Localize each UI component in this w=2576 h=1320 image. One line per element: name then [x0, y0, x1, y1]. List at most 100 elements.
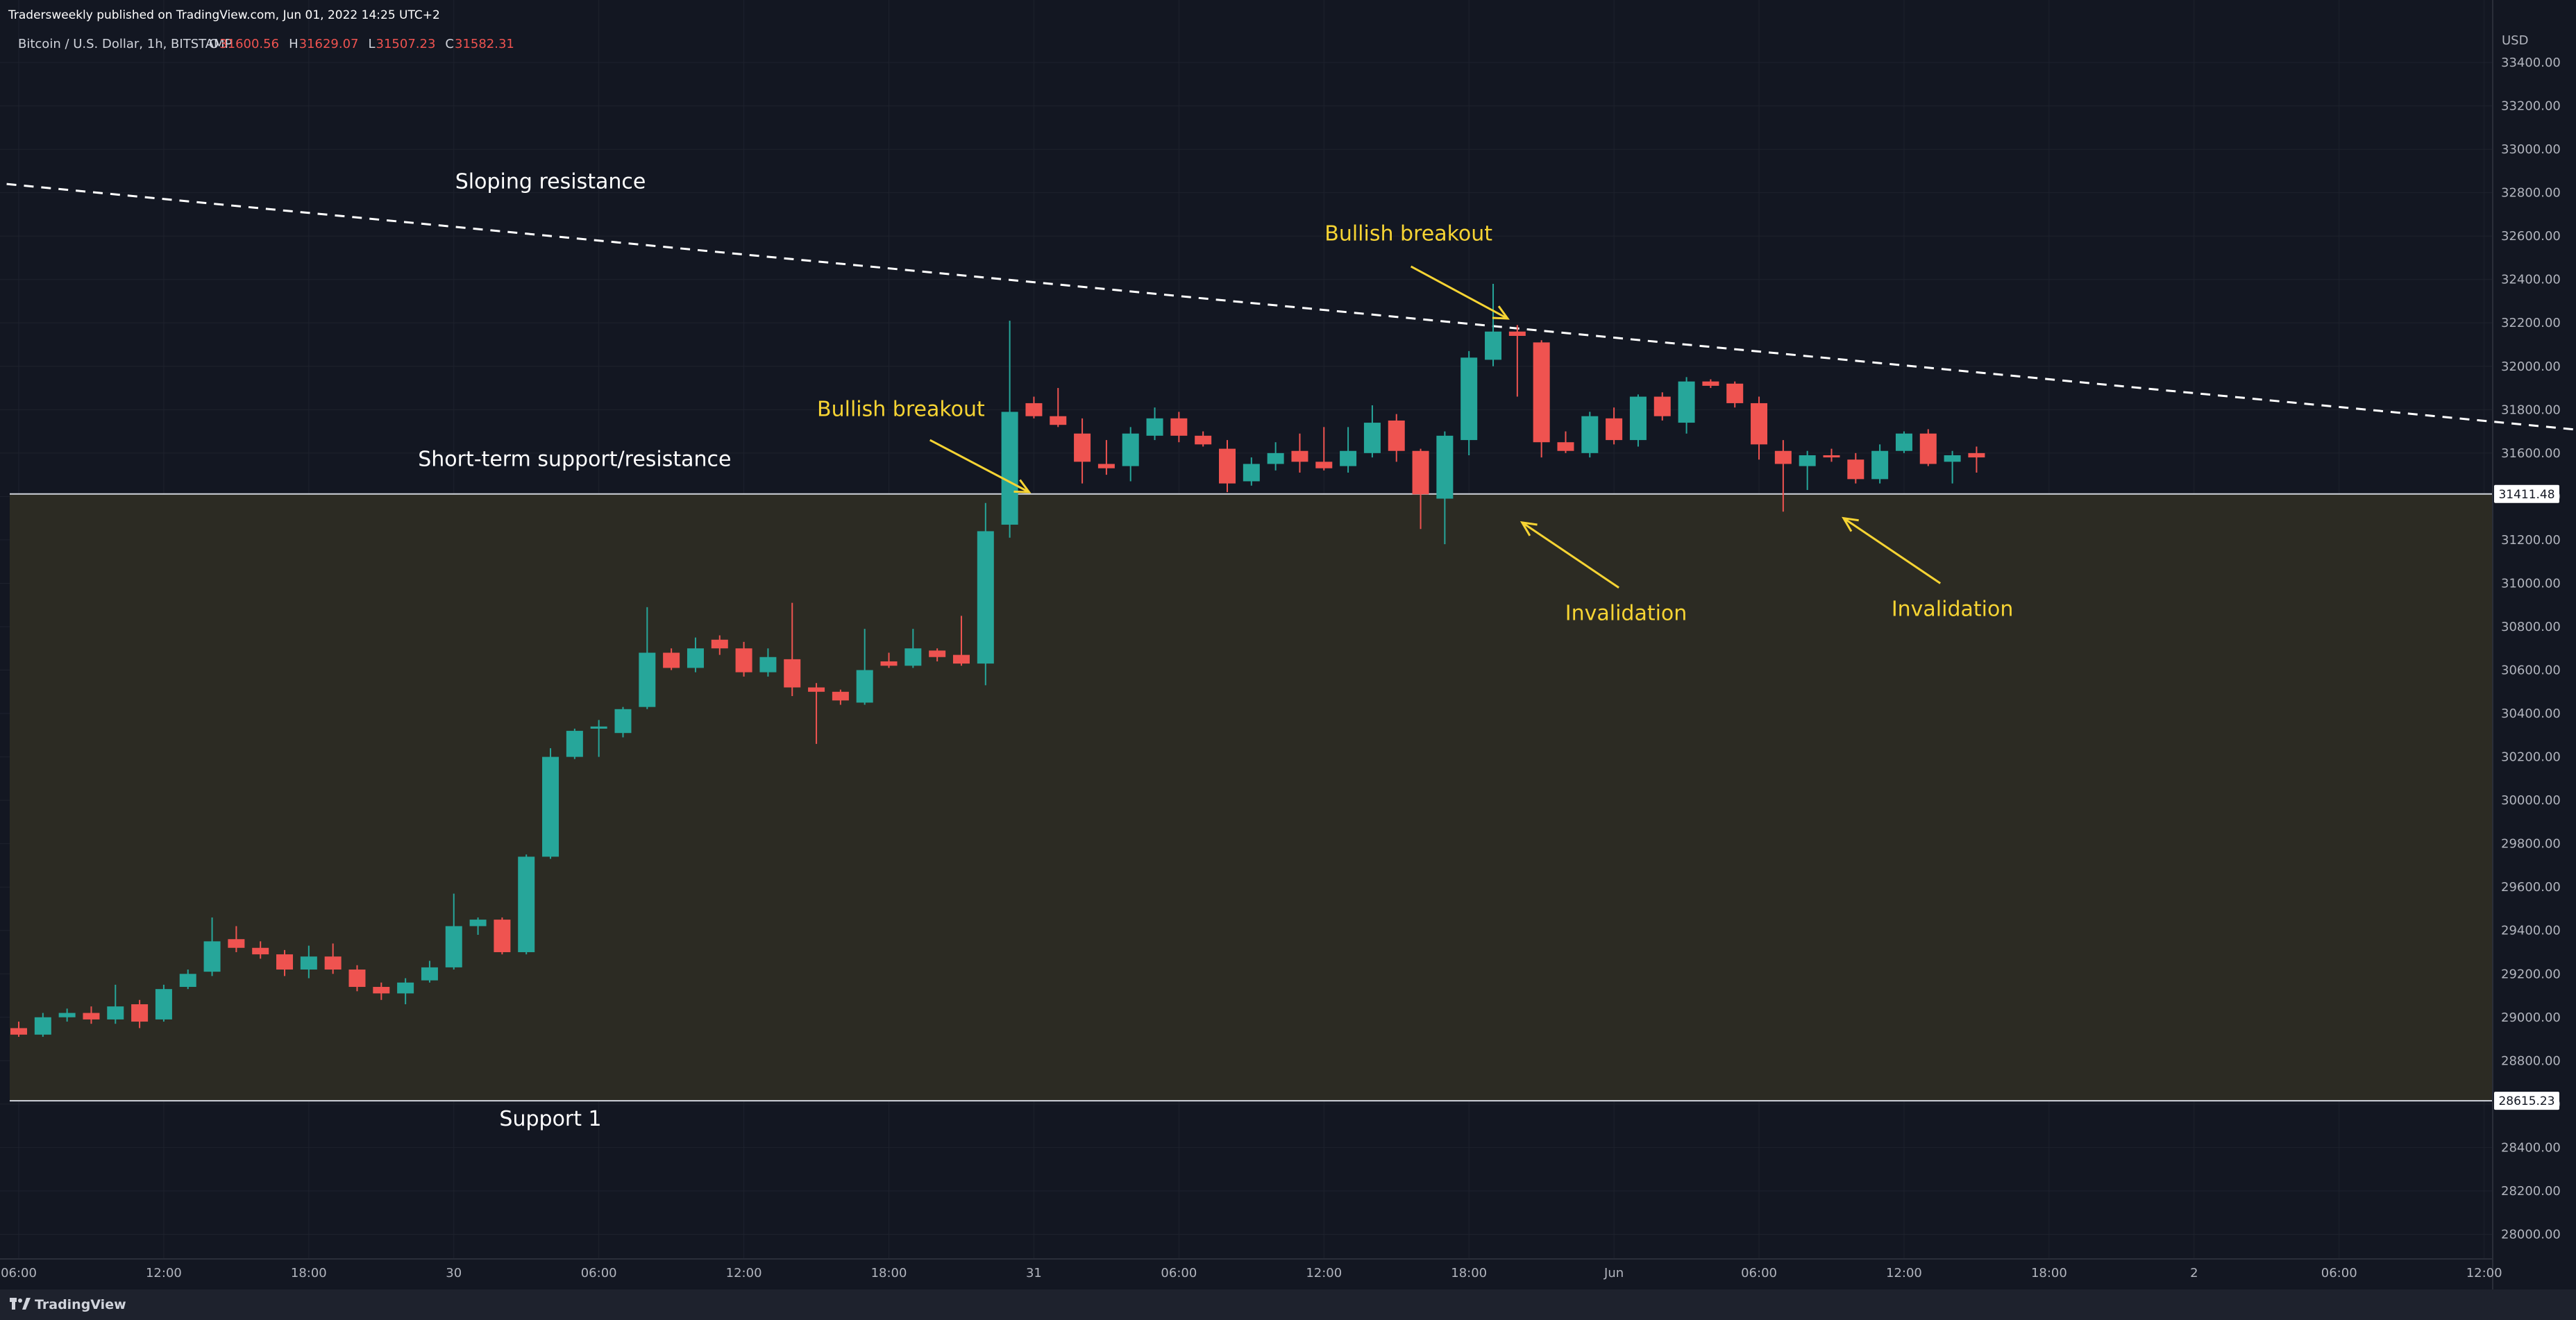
candle-body: [1170, 418, 1188, 436]
ohlc-label: L: [369, 37, 376, 51]
price-tick-label: 32800.00: [2501, 186, 2561, 201]
price-tick-label: 33000.00: [2501, 142, 2561, 157]
candle: [1533, 340, 1550, 458]
candle: [784, 602, 801, 697]
arrow-shaft: [929, 439, 1030, 493]
currency-label: USD: [2502, 33, 2528, 48]
candle: [1871, 444, 1889, 484]
candle-body: [639, 652, 656, 707]
candle: [203, 917, 221, 976]
candle: [1363, 405, 1381, 458]
candle-body: [228, 939, 245, 948]
price-tag-bg: [2494, 1092, 2559, 1110]
price-tick-label: 29200.00: [2501, 967, 2561, 981]
price-tick-label: 31000.00: [2501, 576, 2561, 591]
arrow-shaft: [1410, 265, 1508, 320]
price-tag-bg: [2494, 484, 2559, 503]
price-axis[interactable]: 28000.0028200.0028400.0028600.0028800.00…: [2501, 56, 2561, 1242]
candle-body: [179, 974, 196, 988]
candle-body: [614, 709, 632, 734]
candle-body: [1871, 450, 1889, 480]
candle: [1847, 452, 1864, 484]
candle-body: [494, 920, 511, 952]
candle: [179, 970, 196, 990]
candle: [1291, 433, 1308, 473]
price-tag-label: 31411.48: [2498, 488, 2554, 502]
candle: [10, 1022, 27, 1037]
price-tick-label: 31600.00: [2501, 446, 2561, 461]
candle-body: [10, 1028, 27, 1035]
candle: [58, 1008, 76, 1022]
candle: [1751, 396, 1768, 460]
candle: [1799, 450, 1816, 490]
arrow-head: [1492, 305, 1510, 320]
time-tick-label: 2: [2190, 1266, 2198, 1280]
price-tick-label: 29400.00: [2501, 924, 2561, 938]
candle: [1001, 321, 1018, 538]
annotation-arrows: [929, 265, 1942, 589]
candle-body: [1606, 418, 1623, 441]
candle-body: [1581, 416, 1599, 453]
candlesticks: [10, 283, 1985, 1037]
time-tick-label: 06:00: [2321, 1266, 2357, 1280]
candle-body: [590, 726, 607, 729]
candle-body: [1219, 448, 1236, 484]
arrow-head: [1842, 516, 1859, 532]
candle-body: [832, 691, 849, 701]
candle: [1944, 450, 1961, 484]
candle: [421, 961, 438, 983]
time-tick-label: 18:00: [291, 1266, 327, 1280]
candle: [1485, 283, 1502, 366]
candle: [711, 635, 728, 655]
candle-body: [397, 982, 414, 994]
candle-body: [1315, 462, 1333, 468]
candle-body: [34, 1017, 51, 1035]
candle: [856, 629, 873, 705]
candle-body: [445, 926, 462, 967]
candle: [1581, 412, 1599, 458]
annotation-arrow: [1519, 521, 1619, 589]
brand-label: TradingView: [35, 1297, 126, 1312]
candle-body: [155, 989, 172, 1019]
candle-body: [252, 947, 269, 955]
candle-body: [469, 920, 487, 926]
candle-body: [808, 687, 825, 692]
candle-body: [929, 650, 946, 657]
candle-body: [421, 967, 438, 981]
candle: [1823, 448, 1840, 462]
ohlc-value: 31507.23: [376, 37, 436, 51]
candle: [1557, 431, 1574, 453]
candle-body: [276, 954, 294, 970]
candle: [1170, 412, 1188, 443]
candle-body: [952, 654, 970, 664]
candle: [1629, 394, 1647, 447]
ohlc-value: 31629.07: [299, 37, 359, 51]
price-tick-label: 29800.00: [2501, 837, 2561, 852]
candle: [1412, 448, 1429, 530]
arrow-shaft: [1843, 517, 1942, 584]
candle-body: [324, 956, 342, 970]
candle: [252, 941, 269, 959]
candle-body: [904, 648, 922, 666]
time-tick-label: 31: [1026, 1266, 1042, 1280]
arrow-head: [1519, 521, 1538, 536]
candle-body: [1678, 381, 1695, 423]
candle-body: [1122, 433, 1139, 466]
candle: [1508, 325, 1526, 397]
tradingview-logo[interactable]: TradingView: [10, 1297, 126, 1312]
candle: [1219, 440, 1236, 493]
price-tick-label: 28200.00: [2501, 1184, 2561, 1199]
annotation-arrow: [1842, 516, 1942, 584]
candle: [1050, 388, 1067, 428]
candle: [1195, 431, 1212, 447]
annotation-label: Sloping resistance: [455, 169, 646, 194]
time-axis[interactable]: 06:00 12:00 18:00 30 06:00 12:00 18:00 31 06:00 1…: [1, 1266, 2502, 1280]
candle: [1074, 418, 1091, 484]
candle-body: [1025, 403, 1043, 416]
time-tick-label: 12:00: [1306, 1266, 1342, 1280]
candle: [518, 854, 535, 955]
candle-body: [735, 648, 752, 672]
candle-body: [1001, 412, 1018, 525]
annotation-label: Invalidation: [1565, 602, 1687, 626]
